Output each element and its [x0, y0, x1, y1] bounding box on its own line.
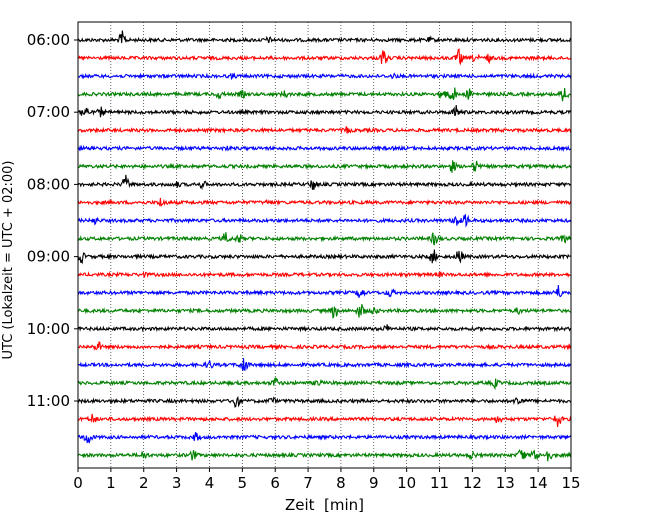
- trace-0830: [77, 214, 572, 228]
- x-tick-label: 13: [496, 474, 515, 492]
- trace-0745: [77, 160, 572, 173]
- y-tick-label: 06:00: [27, 31, 70, 49]
- trace-0930: [77, 284, 572, 298]
- trace-1115: [77, 413, 572, 428]
- x-tick-label: 6: [270, 474, 280, 492]
- trace-0800: [77, 174, 572, 191]
- trace-0915: [77, 271, 572, 279]
- y-tick-label: 10:00: [27, 320, 70, 338]
- x-tick-label: 14: [529, 474, 548, 492]
- trace-1100: [77, 395, 572, 408]
- x-tick-label: 11: [430, 474, 449, 492]
- trace-layer: [77, 30, 572, 462]
- x-tick-label: 4: [205, 474, 215, 492]
- trace-0845: [77, 232, 572, 246]
- trace-0615: [77, 48, 572, 66]
- x-tick-label: 0: [73, 474, 83, 492]
- trace-1130: [77, 431, 572, 444]
- x-tick-label: 10: [397, 474, 416, 492]
- x-tick-label: 9: [369, 474, 379, 492]
- trace-1145: [77, 449, 572, 462]
- x-tick-label: 7: [303, 474, 313, 492]
- x-grid: [110, 22, 539, 468]
- trace-1045: [77, 377, 572, 391]
- trace-0630: [77, 72, 572, 81]
- trace-0645: [77, 87, 572, 102]
- x-tick-label: 5: [238, 474, 248, 492]
- trace-1000: [77, 324, 572, 333]
- y-axis-label: UTC (Lokalzeit = UTC + 02:00): [1, 161, 16, 360]
- trace-0815: [77, 197, 572, 207]
- trace-1015: [77, 340, 572, 352]
- x-tick-label: 15: [561, 474, 580, 492]
- x-tick-label: 2: [139, 474, 149, 492]
- y-tick-label: 11:00: [27, 392, 70, 410]
- trace-0945: [78, 303, 572, 319]
- y-tick-label: 08:00: [27, 175, 70, 193]
- trace-0900: [77, 249, 572, 265]
- trace-0600: [77, 30, 572, 44]
- trace-0730: [77, 144, 572, 153]
- trace-0715: [77, 126, 572, 135]
- x-tick-label: 3: [172, 474, 182, 492]
- plot-frame: [77, 21, 572, 469]
- x-tick-label: 1: [106, 474, 116, 492]
- trace-1030: [77, 358, 572, 371]
- trace-0700: [77, 104, 572, 118]
- y-tick-label: 09:00: [27, 248, 70, 266]
- x-tick-label: 8: [336, 474, 346, 492]
- x-tick-label: 12: [463, 474, 482, 492]
- y-tick-label: 07:00: [27, 103, 70, 121]
- tick-layer: 0 1 2 3 4 5 6 7 8 9 10 11 12 13 14 1506:0007:0008:0009:…: [27, 31, 581, 492]
- x-axis-label: Zeit [min]: [285, 496, 364, 514]
